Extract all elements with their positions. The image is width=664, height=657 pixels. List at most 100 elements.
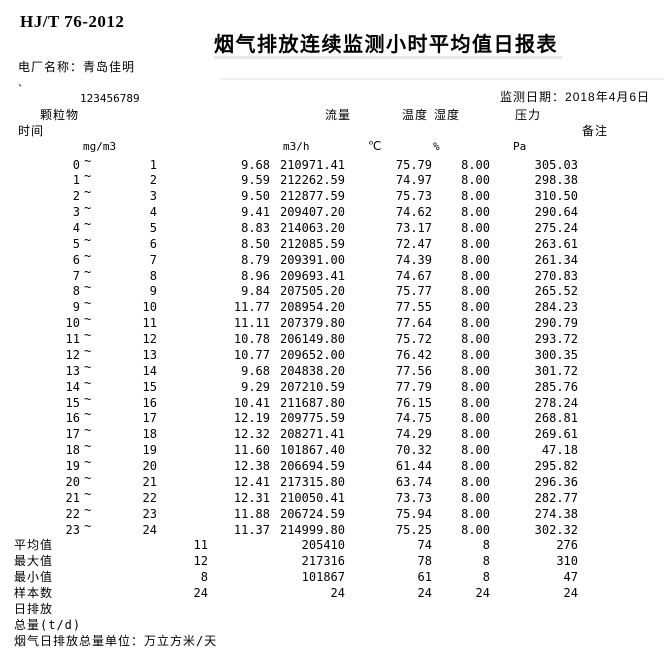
summary-row-label: 平均值 — [14, 538, 54, 553]
cell-temperature: 63.74 — [395, 474, 432, 489]
cell-particulate: 11 — [193, 538, 208, 553]
cell-pressure: 276 — [556, 538, 578, 553]
cell-pressure: 284.23 — [534, 300, 578, 315]
cell-humidity: 8.00 — [461, 300, 490, 315]
unit-label-particulate: mg/m3 — [83, 140, 117, 153]
cell-hour-start: 16 — [65, 411, 80, 426]
cell-humidity: 8 — [482, 570, 490, 585]
cell-hour-start: 15 — [65, 395, 80, 410]
cell-hour-start: 21 — [65, 490, 80, 505]
cell-hour-end: 11 — [142, 316, 157, 331]
cell-hour-end: 19 — [142, 443, 157, 458]
cell-temperature: 61.44 — [395, 459, 432, 474]
cell-flow: 204838.20 — [279, 363, 345, 378]
cell-hour-end: 10 — [142, 300, 157, 315]
summary-row: 最小值 8 101867 61 8 47 — [0, 569, 664, 585]
cell-particulate: 11.11 — [233, 316, 270, 331]
cell-hour-start: 7 — [72, 268, 80, 283]
cell-pressure: 47 — [563, 570, 578, 585]
cell-humidity: 8 — [482, 538, 490, 553]
cell-particulate: 9.84 — [241, 284, 270, 299]
cell-hour-end: 16 — [142, 395, 157, 410]
cell-flow: 209652.00 — [279, 347, 345, 362]
cell-hour-end: 1 — [149, 157, 157, 172]
cell-particulate: 10.78 — [233, 332, 270, 347]
plant-name-label: 电厂名称： — [18, 60, 84, 74]
tilde-mark: ~ — [84, 328, 92, 343]
column-header-remark: 备注 — [582, 124, 609, 138]
unit-label-temperature: ℃ — [368, 139, 382, 153]
summary-row: 平均值 11 205410 74 8 276 — [0, 537, 664, 553]
table-row: 0 ~1 9.68 210971.41 75.79 8.00 305.03 — [0, 154, 664, 173]
table-row: 13 ~14 9.68 204838.20 77.56 8.00 301.72 — [0, 360, 664, 379]
cell-hour-end: 3 — [149, 189, 157, 204]
cell-temperature: 70.32 — [395, 443, 432, 458]
cell-hour-start: 6 — [72, 252, 80, 267]
cell-pressure: 296.36 — [534, 474, 578, 489]
cell-pressure: 300.35 — [534, 347, 578, 362]
cell-flow: 209693.41 — [279, 268, 345, 283]
cell-pressure: 290.64 — [534, 205, 578, 220]
table-row: 7 ~8 8.96 209693.41 74.67 8.00 270.83 — [0, 265, 664, 284]
cell-hour-end: 6 — [149, 236, 157, 251]
cell-humidity: 8.00 — [461, 268, 490, 283]
tilde-mark: ~ — [84, 518, 92, 533]
cell-flow: 212085.59 — [279, 236, 345, 251]
cell-hour-start: 20 — [65, 474, 80, 489]
page-title: 烟气排放连续监测小时平均值日报表 — [214, 34, 558, 56]
cell-temperature: 74.39 — [395, 252, 432, 267]
table-row: 6 ~7 8.79 209391.00 74.39 8.00 261.34 — [0, 249, 664, 268]
column-header-particulate: 颗粒物 — [40, 108, 80, 122]
cell-flow: 205410 — [301, 538, 345, 553]
tilde-mark: ~ — [84, 470, 92, 485]
cell-flow: 212262.59 — [279, 173, 345, 188]
tilde-mark: ~ — [84, 153, 92, 168]
cell-hour-end: 2 — [149, 173, 157, 188]
table-row: 23 ~24 11.37 214999.80 75.25 8.00 302.32 — [0, 519, 664, 538]
cell-particulate: 9.50 — [241, 189, 270, 204]
cell-pressure: 263.61 — [534, 236, 578, 251]
cell-temperature: 74.97 — [395, 173, 432, 188]
cell-hour-start: 23 — [65, 522, 80, 537]
cell-temperature: 73.73 — [395, 490, 432, 505]
cell-pressure: 24 — [563, 585, 578, 600]
tilde-mark: ~ — [84, 296, 92, 311]
table-row: 17 ~18 12.32 208271.41 74.29 8.00 269.61 — [0, 423, 664, 442]
summary-row-label: 最小值 — [14, 570, 54, 585]
tilde-mark: ~ — [84, 216, 92, 231]
cell-humidity: 8.00 — [461, 316, 490, 331]
footer-line-text: 烟气日排放总量单位：万立方米/天 — [14, 633, 218, 648]
cell-humidity: 8.00 — [461, 506, 490, 521]
tilde-mark: ~ — [84, 312, 92, 327]
tilde-mark: ~ — [84, 169, 92, 184]
summary-row: 最大值 12 217316 78 8 310 — [0, 553, 664, 569]
tilde-mark: ~ — [84, 359, 92, 374]
cell-temperature: 75.94 — [395, 506, 432, 521]
cell-particulate: 9.68 — [241, 157, 270, 172]
cell-humidity: 8.00 — [461, 379, 490, 394]
cell-particulate: 8.96 — [241, 268, 270, 283]
cell-flow: 206724.59 — [279, 506, 345, 521]
cell-particulate: 12 — [193, 554, 208, 569]
cell-hour-start: 13 — [65, 363, 80, 378]
tilde-mark: ~ — [84, 201, 92, 216]
table-row: 21 ~22 12.31 210050.41 73.73 8.00 282.77 — [0, 487, 664, 506]
unit-label-pressure: Pa — [513, 140, 527, 153]
cell-pressure: 295.82 — [534, 459, 578, 474]
footer-line: 总量(t/d) — [0, 617, 664, 633]
column-header-humidity: 湿度 — [434, 108, 461, 122]
cell-particulate: 10.41 — [233, 395, 270, 410]
cell-hour-start: 14 — [65, 379, 80, 394]
cell-flow: 206694.59 — [279, 459, 345, 474]
table-row: 16 ~17 12.19 209775.59 74.75 8.00 268.81 — [0, 407, 664, 426]
cell-flow: 209391.00 — [279, 252, 345, 267]
cell-pressure: 310.50 — [534, 189, 578, 204]
table-row: 3 ~4 9.41 209407.20 74.62 8.00 290.64 — [0, 201, 664, 220]
cell-particulate: 11.37 — [233, 522, 270, 537]
cell-humidity: 8.00 — [461, 173, 490, 188]
cell-temperature: 73.17 — [395, 220, 432, 235]
cell-hour-end: 15 — [142, 379, 157, 394]
monitor-date-value: 2018年4月6日 — [565, 90, 651, 104]
cell-flow: 217316 — [301, 554, 345, 569]
cell-hour-start: 12 — [65, 347, 80, 362]
